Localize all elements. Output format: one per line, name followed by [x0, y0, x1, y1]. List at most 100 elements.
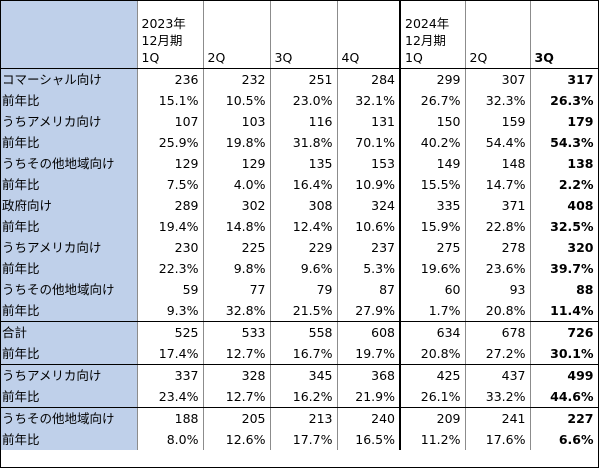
table-row: うちその他地域向け 188 205 213 240 209 241 227 — [0, 407, 599, 429]
table-row: 前年比 23.4% 12.7% 16.2% 21.9% 26.1% 33.2% 44.6% — [0, 386, 599, 408]
column-header: 2Q — [203, 0, 271, 69]
row-label: うちその他地域向け — [0, 153, 138, 174]
row-label: 前年比 — [0, 216, 138, 237]
table-cell: 4.0% — [203, 174, 271, 195]
table-cell: 150 — [400, 111, 466, 132]
table-cell: 2.2% — [530, 174, 599, 195]
table-cell: 159 — [465, 111, 531, 132]
table-row: うちアメリカ向け 337 328 345 368 425 437 499 — [0, 364, 599, 386]
table-cell: 678 — [465, 321, 531, 343]
table-cell: 284 — [337, 68, 401, 90]
table-cell: 23.6% — [465, 258, 531, 279]
table-cell: 17.6% — [465, 429, 531, 450]
table-cell: 107 — [137, 111, 204, 132]
table-cell: 345 — [270, 364, 338, 386]
table-cell: 241 — [465, 407, 531, 429]
table-cell: 425 — [400, 364, 466, 386]
table-cell: 93 — [465, 279, 531, 300]
row-label: 前年比 — [0, 300, 138, 322]
table-cell: 9.3% — [137, 300, 204, 322]
table-row: コマーシャル向け 236 232 251 284 299 307 317 — [0, 68, 599, 90]
row-label: 前年比 — [0, 343, 138, 365]
table-cell: 320 — [530, 237, 599, 258]
table-row: 前年比 9.3% 32.8% 21.5% 27.9% 1.7% 20.8% 11.4% — [0, 300, 599, 322]
table-cell: 209 — [400, 407, 466, 429]
table-cell: 1.7% — [400, 300, 466, 322]
table-cell: 31.8% — [270, 132, 338, 153]
table-cell: 437 — [465, 364, 531, 386]
table-row: 前年比 7.5% 4.0% 16.4% 10.9% 15.5% 14.7% 2.2% — [0, 174, 599, 195]
table-row: 前年比 22.3% 9.8% 9.6% 5.3% 19.6% 23.6% 39.7% — [0, 258, 599, 279]
table-cell: 11.4% — [530, 300, 599, 322]
table-row: うちアメリカ向け 230 225 229 237 275 278 320 — [0, 237, 599, 258]
table-cell: 5.3% — [337, 258, 401, 279]
table-cell: 27.9% — [337, 300, 401, 322]
table-cell: 15.9% — [400, 216, 466, 237]
table-row: 前年比 19.4% 14.8% 12.4% 10.6% 15.9% 22.8% 32.5% — [0, 216, 599, 237]
table-cell: 138 — [530, 153, 599, 174]
table-cell: 54.4% — [465, 132, 531, 153]
row-label: うちアメリカ向け — [0, 111, 138, 132]
table-cell: 8.0% — [137, 429, 204, 450]
table-cell: 533 — [203, 321, 271, 343]
table-cell: 21.5% — [270, 300, 338, 322]
row-label: 前年比 — [0, 429, 138, 450]
table-cell: 39.7% — [530, 258, 599, 279]
table-cell: 32.5% — [530, 216, 599, 237]
table-cell: 27.2% — [465, 343, 531, 365]
table-cell: 726 — [530, 321, 599, 343]
table-cell: 60 — [400, 279, 466, 300]
table-cell: 23.0% — [270, 90, 338, 111]
table-cell: 317 — [530, 68, 599, 90]
row-label: 前年比 — [0, 132, 138, 153]
table-cell: 17.7% — [270, 429, 338, 450]
table-row: 前年比 25.9% 19.8% 31.8% 70.1% 40.2% 54.4% 54.3% — [0, 132, 599, 153]
table-cell: 153 — [337, 153, 401, 174]
table-cell: 19.6% — [400, 258, 466, 279]
header-corner-cell — [0, 0, 138, 69]
table-cell: 149 — [400, 153, 466, 174]
row-label: 前年比 — [0, 258, 138, 279]
table-cell: 6.6% — [530, 429, 599, 450]
table-cell: 131 — [337, 111, 401, 132]
table-cell: 79 — [270, 279, 338, 300]
table-cell: 103 — [203, 111, 271, 132]
table-cell: 22.8% — [465, 216, 531, 237]
table-cell: 44.6% — [530, 386, 599, 408]
table-cell: 26.1% — [400, 386, 466, 408]
table-row: 前年比 15.1% 10.5% 23.0% 32.1% 26.7% 32.3% 26.3% — [0, 90, 599, 111]
table-cell: 12.7% — [203, 386, 271, 408]
table-cell: 230 — [137, 237, 204, 258]
table-cell: 12.4% — [270, 216, 338, 237]
table-cell: 10.6% — [337, 216, 401, 237]
table-cell: 11.2% — [400, 429, 466, 450]
table-cell: 368 — [337, 364, 401, 386]
table-cell: 26.3% — [530, 90, 599, 111]
table-cell: 12.6% — [203, 429, 271, 450]
table-cell: 32.1% — [337, 90, 401, 111]
table-cell: 129 — [203, 153, 271, 174]
table-cell: 22.3% — [137, 258, 204, 279]
table-cell: 324 — [337, 195, 401, 216]
header-row: 2023年 12月期 1Q 2Q 3Q 4Q 2024年 12月期 1Q 2Q 3Q — [0, 0, 599, 69]
table-cell: 135 — [270, 153, 338, 174]
table-cell: 289 — [137, 195, 204, 216]
table-cell: 525 — [137, 321, 204, 343]
table-cell: 371 — [465, 195, 531, 216]
table-cell: 213 — [270, 407, 338, 429]
table-cell: 240 — [337, 407, 401, 429]
table-cell: 23.4% — [137, 386, 204, 408]
table-cell: 20.8% — [400, 343, 466, 365]
table-cell: 7.5% — [137, 174, 204, 195]
table-cell: 19.8% — [203, 132, 271, 153]
row-label: 合計 — [0, 321, 138, 343]
table-cell: 9.6% — [270, 258, 338, 279]
table-cell: 307 — [465, 68, 531, 90]
table-cell: 16.7% — [270, 343, 338, 365]
table-cell: 12.7% — [203, 343, 271, 365]
table-cell: 87 — [337, 279, 401, 300]
table-cell: 54.3% — [530, 132, 599, 153]
table-row: うちその他地域向け 129 129 135 153 149 148 138 — [0, 153, 599, 174]
table-row: うちその他地域向け 59 77 79 87 60 93 88 — [0, 279, 599, 300]
